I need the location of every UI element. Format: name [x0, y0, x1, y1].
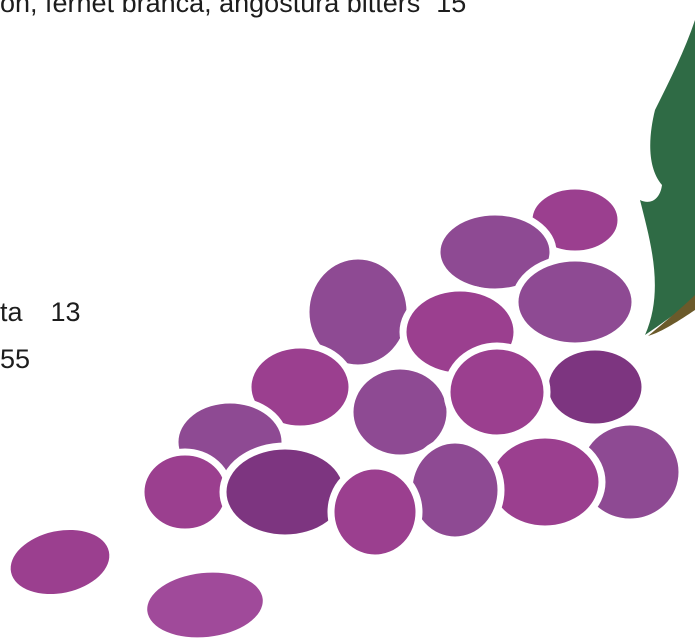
- grape: [141, 452, 229, 532]
- item-name: ta: [0, 297, 23, 327]
- grape: [515, 258, 635, 346]
- leaf: [640, 20, 695, 335]
- grape: [545, 347, 645, 427]
- menu-item: ta 13: [0, 297, 81, 327]
- page: on, fernet branca, angostura bitters 15 t…: [0, 0, 695, 641]
- grape: [331, 466, 419, 558]
- grape: [488, 435, 602, 529]
- grape: [409, 440, 501, 540]
- item-price: 13: [51, 297, 81, 327]
- grape: [223, 446, 347, 538]
- grape-illustration: [0, 0, 695, 641]
- menu-item: on, fernet branca, angostura bitters 15: [0, 0, 466, 18]
- item-name: on, fernet branca, angostura bitters: [0, 0, 420, 18]
- grape: [5, 521, 116, 602]
- grapes: [5, 186, 682, 641]
- item-price: 55: [0, 344, 30, 374]
- grape: [144, 567, 266, 641]
- menu-item: 55: [0, 344, 30, 374]
- item-price: 15: [436, 0, 466, 18]
- grape: [447, 346, 547, 438]
